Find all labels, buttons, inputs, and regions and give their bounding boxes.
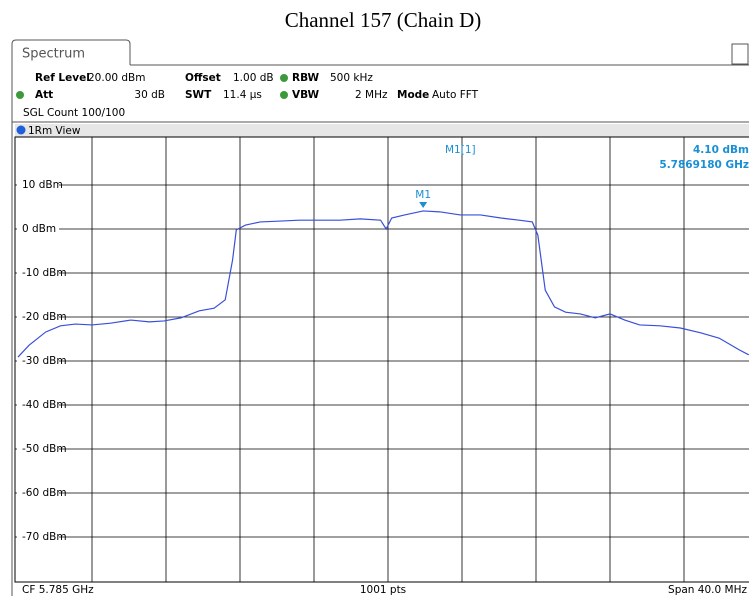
- status-dot: [16, 91, 24, 99]
- y-tick-label: -40 dBm: [22, 399, 67, 411]
- setting-value: 500 kHz: [330, 72, 373, 84]
- footer-points: 1001 pts: [360, 584, 406, 596]
- marker-readout: M1[1]: [445, 144, 476, 156]
- tick-label-bg: [17, 443, 59, 455]
- icon[interactable]: [731, 43, 749, 65]
- view-bar: [15, 124, 749, 137]
- status-dot: [280, 74, 288, 82]
- tick-label-bg: [17, 399, 59, 411]
- setting-label: Att: [35, 89, 53, 101]
- setting-label: SWT: [185, 89, 212, 101]
- setting-value: 30 dB: [134, 89, 165, 101]
- y-tick-label: -70 dBm: [22, 531, 67, 543]
- footer-center: CF 5.785 GHz: [22, 584, 94, 596]
- tick-label-bg: [17, 531, 59, 543]
- marker: [419, 201, 428, 208]
- tab[interactable]: [11, 39, 131, 65]
- view-label: 1Rm View: [28, 125, 81, 137]
- y-tick-label: -50 dBm: [22, 443, 67, 455]
- marker-frequency: 5.7869180 GHz: [659, 159, 749, 171]
- setting-value: 20.00 dBm: [88, 72, 146, 84]
- setting-value: 11.4 µs: [223, 89, 262, 101]
- plot-frame: [14, 136, 749, 583]
- tick-label-bg: [17, 355, 59, 367]
- setting-value: Auto FFT: [432, 89, 479, 101]
- marker-label: M1: [415, 189, 431, 201]
- view-dot: [16, 125, 26, 135]
- y-tick-label: 0 dBm: [22, 223, 56, 235]
- tick-label-bg: [17, 223, 59, 235]
- tick-label-bg: [17, 311, 59, 323]
- y-tick-label: -20 dBm: [22, 311, 67, 323]
- setting-label: VBW: [292, 89, 320, 101]
- y-tick-label: -60 dBm: [22, 487, 67, 499]
- trace: [17, 210, 749, 358]
- setting-value: 2 MHz: [355, 89, 388, 101]
- setting-label: Mode: [397, 89, 429, 101]
- setting-label: RBW: [292, 72, 320, 84]
- sweep-count: SGL Count 100/100: [23, 107, 125, 119]
- y-tick-label: 10 dBm: [22, 179, 63, 191]
- y-tick-label: -30 dBm: [22, 355, 67, 367]
- tab-label[interactable]: Spectrum: [22, 47, 85, 62]
- marker-level: 4.10 dBm: [693, 144, 749, 156]
- tick-label-bg: [17, 267, 59, 279]
- status-dot: [280, 91, 288, 99]
- tick-label-bg: [17, 179, 59, 191]
- setting-label: Offset: [185, 72, 221, 84]
- footer-span: Span 40.0 MHz: [668, 584, 747, 596]
- setting-value: 1.00 dB: [233, 72, 274, 84]
- setting-label: Ref Level: [35, 72, 90, 84]
- y-tick-label: -10 dBm: [22, 267, 67, 279]
- tick-label-bg: [17, 487, 59, 499]
- chart-title: Channel 157 (Chain D): [285, 8, 482, 32]
